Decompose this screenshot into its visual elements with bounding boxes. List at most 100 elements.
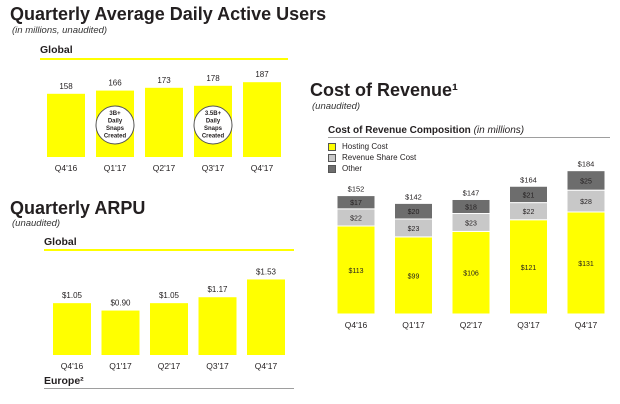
data-label: 187	[255, 70, 269, 79]
legend-swatch-hosting	[328, 142, 336, 151]
x-tick-label: Q1'17	[104, 163, 127, 173]
total-label: $147	[463, 188, 480, 197]
data-label: 158	[59, 82, 73, 91]
cor-title: Cost of Revenue¹	[310, 80, 459, 100]
bar	[150, 303, 188, 355]
bar-segment	[566, 170, 606, 191]
segment-label: $22	[350, 215, 362, 222]
cor-section-title: Cost of Revenue Composition	[328, 125, 471, 136]
data-label: $1.53	[256, 267, 277, 276]
bar	[198, 297, 237, 355]
total-label: $184	[578, 160, 595, 169]
arpu-section-rule	[44, 249, 294, 251]
x-tick-label: Q4'16	[345, 320, 368, 330]
arpu-chart: $1.05 Q4'16 $0.90 Q1'17 $1.05 Q2'17 $1.17 Q3'17…	[53, 267, 285, 371]
segment-label: $23	[465, 220, 477, 227]
segment-label: $18	[465, 205, 477, 212]
legend-swatch-revenue-share	[328, 153, 336, 162]
x-tick-label: Q4'16	[61, 361, 84, 371]
legend-item-other: Other	[328, 163, 416, 174]
cor-section-units: (in millions)	[470, 125, 525, 136]
segment-label: $20	[408, 209, 420, 216]
bar-segment	[509, 185, 548, 204]
segment-label: $23	[408, 226, 420, 233]
legend-label-other: Other	[342, 164, 363, 173]
segment-label: $113	[348, 268, 363, 275]
bar-segment	[566, 211, 606, 315]
data-label: 178	[206, 74, 220, 83]
x-tick-label: Q1'17	[402, 320, 425, 330]
arpu-section-label: Global	[44, 236, 77, 248]
segment-label: $121	[521, 265, 537, 272]
cor-section-rule	[328, 137, 610, 138]
x-tick-label: Q4'17	[575, 320, 598, 330]
segment-label: $25	[580, 178, 592, 185]
annotation-text: Snaps	[106, 126, 125, 132]
bar-segment	[394, 202, 433, 220]
arpu-europe-rule	[44, 388, 294, 389]
annotation-text: 3.5B+	[205, 111, 222, 117]
segment-label: $131	[578, 261, 594, 268]
segment-label: $106	[463, 271, 479, 278]
bar	[47, 93, 85, 157]
total-label: $164	[520, 175, 537, 184]
arpu-europe-label: Europe²	[44, 375, 84, 387]
data-label: 166	[108, 79, 122, 88]
x-tick-label: Q2'17	[153, 163, 176, 173]
x-tick-label: Q2'17	[158, 361, 181, 371]
bar	[243, 82, 281, 157]
annotation-text: Daily	[108, 119, 123, 125]
dau-section-label: Global	[40, 44, 73, 56]
legend-swatch-other	[328, 164, 336, 173]
x-tick-label: Q1'17	[109, 361, 132, 371]
dau-section-rule	[40, 58, 288, 60]
dau-title: Quarterly Average Daily Active Users	[10, 4, 327, 24]
arpu-title: Quarterly ARPU	[10, 198, 146, 218]
bar	[101, 310, 140, 355]
cor-legend: Hosting Cost Revenue Share Cost Other	[328, 141, 416, 174]
bar	[53, 303, 91, 355]
annotation-text: Snaps	[204, 126, 223, 132]
x-tick-label: Q3'17	[202, 163, 225, 173]
x-tick-label: Q4'17	[255, 361, 278, 371]
legend-label-revenue-share: Revenue Share Cost	[342, 153, 417, 162]
annotation-badge	[95, 105, 135, 145]
segment-label: $22	[523, 209, 535, 216]
total-label: $152	[348, 185, 365, 194]
data-label: $0.90	[110, 299, 131, 308]
segment-label: $21	[523, 192, 535, 199]
segment-label: $99	[408, 273, 420, 280]
x-tick-label: Q3'17	[206, 361, 229, 371]
data-label: $1.05	[62, 291, 83, 300]
total-label: $142	[405, 192, 422, 201]
data-label: $1.05	[159, 291, 180, 300]
annotation-text: Daily	[206, 119, 221, 125]
bar-segment	[336, 195, 376, 210]
segment-label: $17	[350, 200, 362, 207]
dau-chart: 158 Q4'16 166 Q1'17 173 Q2'17 178 Q3'17 187 Q4'17…	[47, 70, 281, 173]
bar-segment	[451, 230, 491, 315]
bar	[145, 87, 183, 157]
segment-label: $28	[580, 199, 592, 206]
annotation-badge	[193, 105, 233, 145]
x-tick-label: Q3'17	[517, 320, 540, 330]
x-tick-label: Q4'17	[251, 163, 274, 173]
cor-section-label: Cost of Revenue Composition (in millions…	[328, 125, 524, 136]
x-tick-label: Q4'16	[55, 163, 78, 173]
annotation-text: Created	[104, 134, 127, 140]
arpu-subtitle: (unaudited)	[12, 218, 61, 229]
annotation-text: 3B+	[109, 111, 121, 117]
legend-item-hosting: Hosting Cost	[328, 141, 416, 152]
legend-item-revenue-share: Revenue Share Cost	[328, 152, 416, 163]
bar-segment	[394, 236, 433, 315]
bar-segment	[509, 219, 548, 315]
bar	[247, 279, 285, 355]
legend-label-hosting: Hosting Cost	[342, 142, 388, 151]
bar-segment	[336, 225, 376, 315]
cor-chart: $113 $22 $17 $152 Q4'16 $99 $23 $20 $142 Q1'17 $10…	[336, 160, 606, 330]
dau-subtitle: (in millions, unaudited)	[12, 25, 108, 36]
data-label: $1.17	[207, 285, 228, 294]
annotation-text: Created	[202, 134, 225, 140]
bar-segment	[451, 198, 491, 215]
data-label: 173	[157, 76, 171, 85]
